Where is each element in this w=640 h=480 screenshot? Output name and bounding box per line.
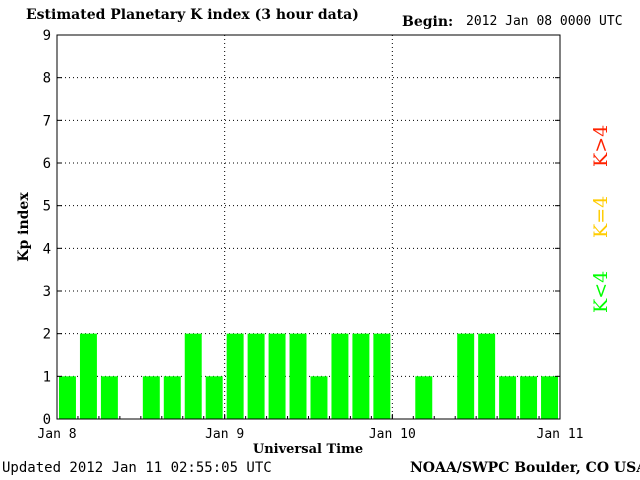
y-tick-label: 5 [43, 199, 51, 215]
kp-bar [205, 376, 223, 419]
legend-k-above-4: K>4 [590, 124, 612, 167]
kp-bar [520, 376, 538, 419]
kp-bar [310, 376, 328, 419]
kp-bar [415, 376, 433, 419]
x-tick-label: Jan 9 [205, 427, 244, 442]
x-tick-label: Jan 11 [537, 427, 584, 442]
kp-bar [457, 333, 475, 419]
y-ticks: 0 1 2 3 4 5 6 7 8 9 [43, 28, 560, 428]
kp-bar [226, 333, 244, 419]
plot-area [56, 34, 561, 420]
begin-label: Begin: [402, 14, 454, 30]
x-tick-label: Jan 8 [37, 427, 76, 442]
kp-bar [59, 376, 76, 419]
begin-value: 2012 Jan 08 0000 UTC [466, 14, 623, 29]
kp-bar [331, 333, 349, 419]
kp-bar [352, 333, 370, 419]
kp-bar [478, 333, 496, 419]
grid [57, 35, 560, 419]
y-tick-label: 4 [43, 241, 51, 257]
kp-bar [289, 333, 307, 419]
kp-bar [373, 333, 391, 419]
plot-frame [56, 34, 561, 420]
updated-timestamp: Updated 2012 Jan 11 02:55:05 UTC [2, 460, 272, 476]
source-credit: NOAA/SWPC Boulder, CO USA [410, 460, 640, 476]
y-tick-label: 8 [43, 71, 51, 87]
chart-title: Estimated Planetary K index (3 hour data… [26, 7, 359, 23]
y-axis-label: Kp index [16, 192, 32, 262]
x-axis-label: Universal Time [253, 442, 363, 457]
y-tick-label: 0 [43, 412, 51, 428]
y-tick-label: 3 [43, 284, 51, 300]
kp-bar [499, 376, 517, 419]
y-tick-label: 9 [43, 28, 51, 44]
y-tick-label: 7 [43, 113, 51, 129]
kp-bar [79, 333, 97, 419]
y-tick-label: 6 [43, 156, 51, 172]
legend-k-equal-4: K=4 [590, 195, 612, 238]
kp-bar [541, 376, 558, 419]
bars [59, 333, 558, 419]
kp-bar [247, 333, 265, 419]
kp-bar [163, 376, 181, 419]
y-tick-label: 2 [43, 327, 51, 343]
y-tick-label: 1 [43, 369, 51, 385]
kp-bar [184, 333, 202, 419]
kp-bar [142, 376, 160, 419]
legend-k-below-4: K<4 [590, 270, 612, 313]
kp-bar [100, 376, 118, 419]
x-tick-label: Jan 10 [369, 427, 416, 442]
x-ticks: Jan 8 Jan 9 Jan 10 Jan 11 [37, 414, 583, 442]
kp-bar [268, 333, 286, 419]
